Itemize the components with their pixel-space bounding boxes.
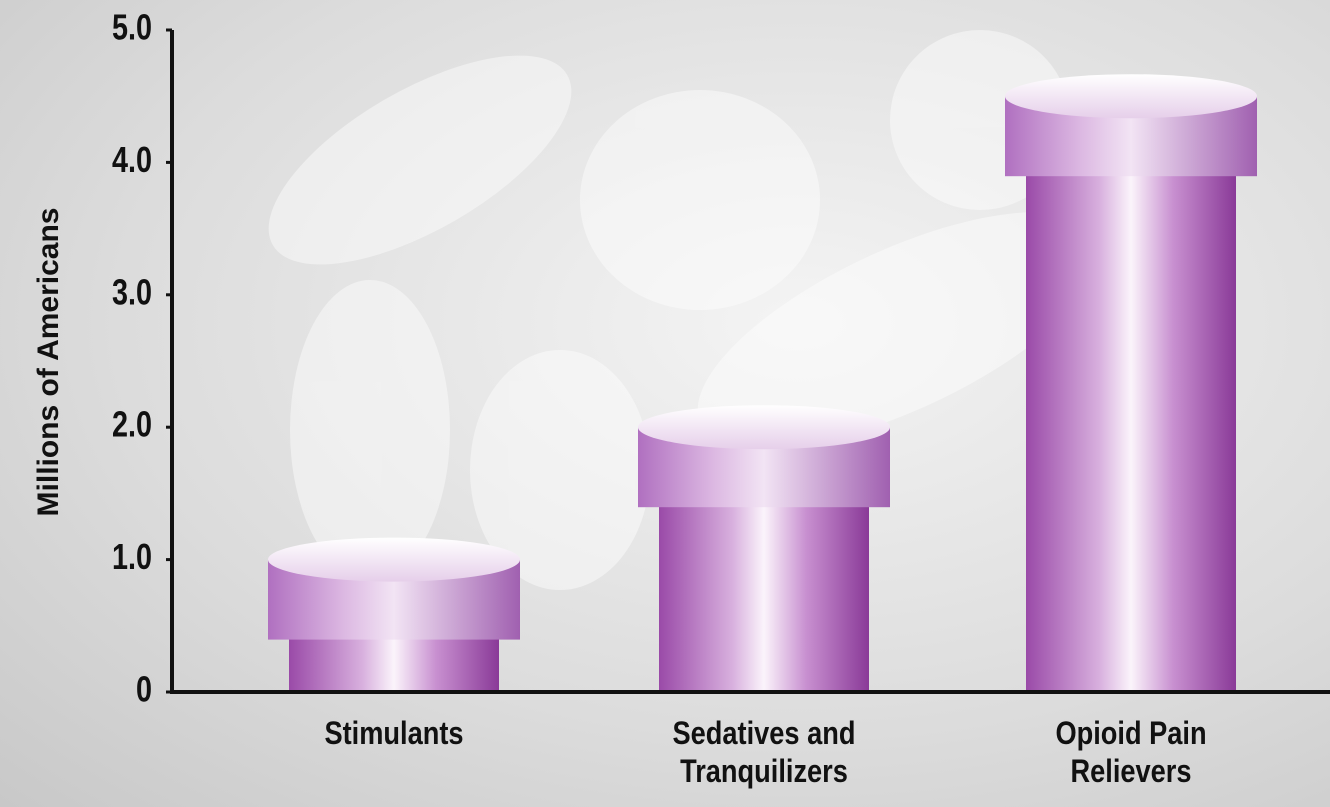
y-tick-label: 5.0: [112, 6, 152, 47]
bar-lid: [1005, 74, 1257, 119]
y-tick-label: 4.0: [112, 139, 152, 180]
bottle: [1005, 74, 1257, 692]
bar-lid: [638, 405, 890, 450]
y-axis-label: Millions of Americans: [32, 208, 65, 517]
x-tick-label: Opioid Pain Relievers: [1055, 715, 1207, 789]
bottle: [638, 405, 890, 692]
background-pills: [268, 30, 1103, 590]
y-tick-label: 3.0: [112, 271, 152, 312]
y-tick-label: 1.0: [112, 536, 152, 577]
x-tick-label: Sedatives and Tranquilizers: [672, 715, 856, 789]
x-tick-label: Stimulants: [324, 715, 464, 751]
y-tick-label: 0: [136, 668, 152, 709]
bottle: [268, 537, 520, 692]
bar-lid: [268, 537, 520, 582]
bar: [1026, 96, 1236, 692]
y-tick-label: 2.0: [112, 404, 152, 445]
